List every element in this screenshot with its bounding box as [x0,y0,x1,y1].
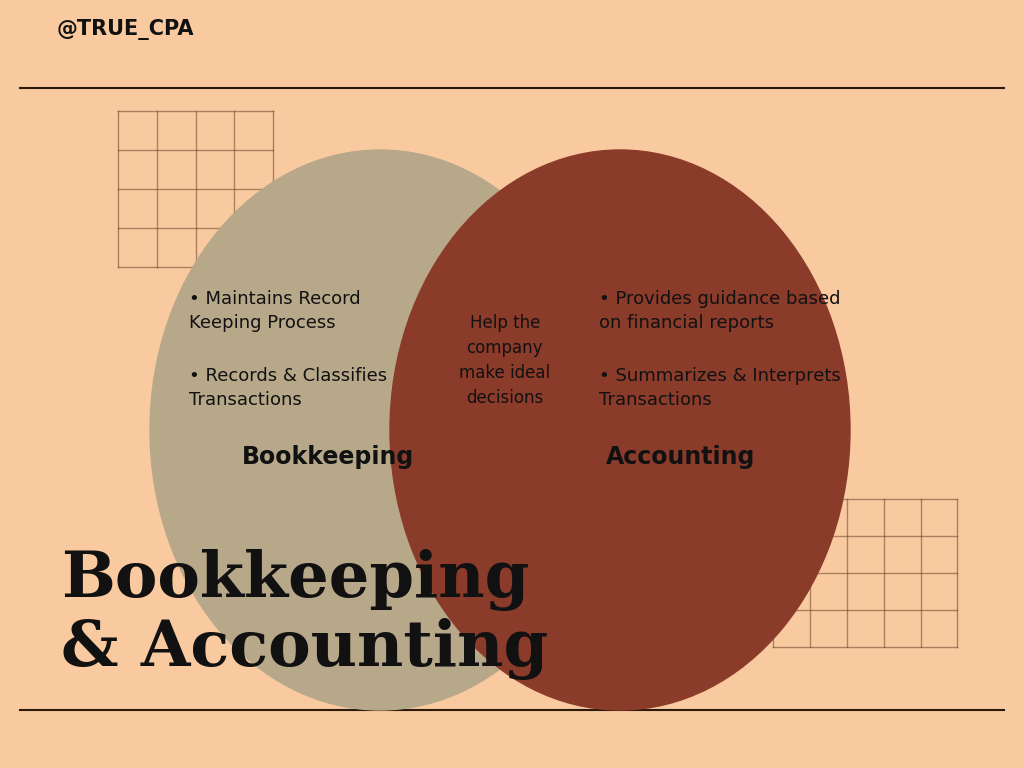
Text: • Summarizes & Interprets
Transactions: • Summarizes & Interprets Transactions [599,367,841,409]
Text: • Provides guidance based
on financial reports: • Provides guidance based on financial r… [599,290,841,332]
Text: Bookkeeping: Bookkeeping [242,445,414,469]
Text: • Records & Classifies
Transactions: • Records & Classifies Transactions [189,367,387,409]
Ellipse shape [150,150,610,710]
Ellipse shape [390,150,850,710]
Text: @TRUE_CPA: @TRUE_CPA [56,18,194,40]
Text: Help the
company
make ideal
decisions: Help the company make ideal decisions [460,314,550,408]
Text: Bookkeeping
& Accounting: Bookkeeping & Accounting [61,549,549,680]
Text: Accounting: Accounting [606,445,756,469]
Text: • Maintains Record
Keeping Process: • Maintains Record Keeping Process [189,290,361,332]
